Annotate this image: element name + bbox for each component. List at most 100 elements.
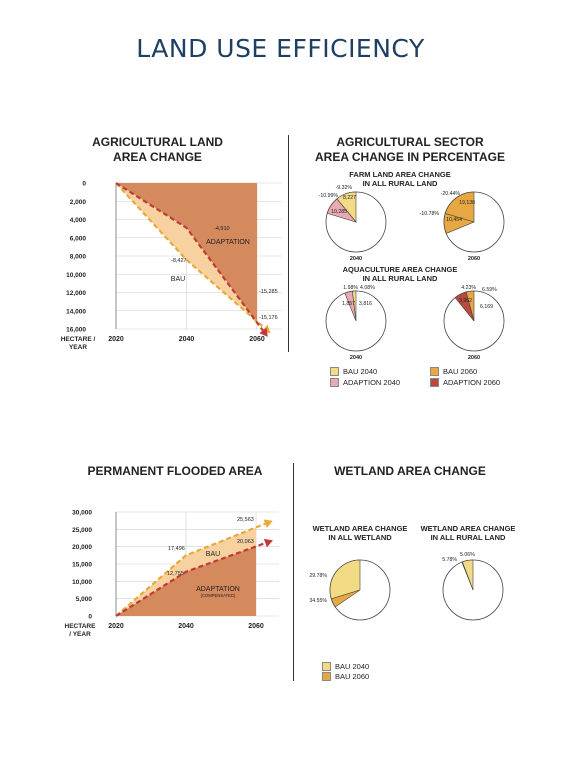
adaptation-line-arrow: [259, 327, 268, 337]
pct-label: 34.55%: [309, 598, 327, 604]
swatch-bau2040: [322, 662, 331, 671]
legend-label: BAU 2060: [335, 672, 370, 681]
y-tick-label: 0: [82, 181, 86, 188]
data-label: -8,427: [171, 258, 187, 264]
legend-label: ADAPTION 2060: [443, 378, 501, 387]
data-label: -15,285: [259, 289, 278, 295]
series-label: BAU: [171, 276, 185, 283]
legend-item: BAU 2040: [322, 662, 422, 671]
pie-slice: [443, 213, 475, 234]
top-divider: [288, 135, 289, 352]
y-tick-label: 2,000: [70, 199, 87, 206]
y-tick-label: 15,000: [72, 562, 92, 569]
series-label: ADAPTATION: [206, 239, 250, 246]
x-tick-label: 2020: [108, 623, 124, 630]
y-tick-label: 4,000: [70, 217, 87, 224]
pie-slice: [330, 589, 361, 608]
data-label: 20,063: [237, 539, 254, 545]
y-tick-label: 12,000: [66, 290, 86, 297]
y-tick-label: 20,000: [72, 544, 92, 551]
value-label: 3,816: [359, 301, 372, 307]
value-label: 3,962: [459, 298, 472, 304]
y-tick-label: 0: [88, 614, 92, 621]
bau-line: [115, 522, 266, 617]
pct-label: 5.06%: [460, 552, 475, 558]
series-label: ADAPTATION: [196, 586, 240, 593]
pie-year-label: 2060: [468, 256, 480, 262]
pie-slice: [344, 290, 357, 322]
value-label: 19,138: [459, 200, 475, 206]
swatch-bau2040: [330, 367, 339, 376]
bottom-divider: [293, 463, 294, 681]
aqua-subtitle: AQUACULTURE AREA CHANGE IN ALL RURAL LAN…: [342, 265, 458, 283]
pct-label: 29.78%: [309, 573, 327, 579]
data-label: 25,563: [237, 517, 254, 523]
page-title: LAND USE EFFICIENCY: [136, 34, 425, 63]
data-label: 12,755: [167, 571, 184, 577]
x-tick-label: 2040: [178, 623, 194, 630]
x-tick-label: 2060: [248, 623, 264, 630]
x-tick-label: 2040: [179, 336, 195, 343]
bau-area: [116, 183, 257, 323]
pct-label: 5.78%: [442, 557, 457, 563]
pct-label: -9.32%: [336, 185, 353, 191]
legend-item: ADAPTION 2040: [330, 378, 430, 387]
swatch-bau2060: [430, 367, 439, 376]
pie-slice: [326, 198, 357, 223]
legend-label: BAU 2040: [343, 367, 378, 376]
x-tick-label: 2020: [108, 336, 124, 343]
pct-label: 6.59%: [482, 287, 497, 293]
pie-slice: [444, 191, 475, 223]
pie-slice: [329, 559, 361, 600]
bau-line: [115, 182, 266, 329]
legend-item: BAU 2060: [430, 367, 530, 376]
legend-item: BAU 2060: [322, 672, 422, 681]
y-tick-label: 25,000: [72, 527, 92, 534]
adaptation-area: [116, 183, 257, 323]
value-label: 10,285: [331, 209, 347, 215]
y-axis-label: / YEAR: [69, 631, 91, 638]
swatch-adapt2060: [430, 378, 439, 387]
pie-slice: [454, 291, 475, 322]
y-tick-label: 16,000: [66, 327, 86, 334]
pct-label: -20.44%: [441, 191, 461, 197]
y-tick-label: 14,000: [66, 308, 86, 315]
legend-item: BAU 2040: [330, 367, 430, 376]
y-axis-label: YEAR: [69, 344, 87, 351]
swatch-adapt2040: [330, 378, 339, 387]
value-label: 10,454: [446, 217, 462, 223]
wetland-legend: BAU 2040 BAU 2060: [322, 662, 422, 681]
pct-label: -10.99%: [319, 193, 339, 199]
legend-label: ADAPTION 2040: [343, 378, 401, 387]
agri-legend: BAU 2040 BAU 2060 ADAPTION 2040 ADAPTION…: [330, 367, 530, 387]
value-label: 6,169: [480, 304, 493, 310]
agri-sector-title: AGRICULTURAL SECTOR AREA CHANGE IN PERCE…: [314, 135, 505, 164]
data-label: 17,496: [168, 546, 185, 552]
value-label: 8,227: [343, 195, 356, 201]
pct-label: -10.78%: [420, 211, 440, 217]
pct-label: 1.98%: [343, 285, 358, 291]
adaptation-line: [115, 542, 266, 617]
series-sublabel: (COMPENSATED): [201, 593, 236, 598]
swatch-bau2060: [322, 672, 331, 681]
y-tick-label: 8,000: [70, 254, 87, 261]
adaptation-line-arrow: [263, 538, 273, 548]
wet-rural-subtitle: WETLAND AREA CHANGE IN ALL RURAL LAND: [420, 524, 516, 542]
y-axis-label: HECTARE /: [61, 336, 96, 343]
legend-label: BAU 2060: [443, 367, 478, 376]
pie-year-label: 2040: [350, 355, 362, 361]
y-tick-label: 10,000: [66, 272, 86, 279]
series-label: BAU: [206, 551, 220, 558]
y-tick-label: 5,000: [76, 596, 93, 603]
adaptation-area: [116, 546, 256, 616]
value-label: 1,857: [342, 301, 355, 307]
y-tick-label: 30,000: [72, 510, 92, 517]
pie-slice: [461, 561, 474, 591]
flood-title: PERMANENT FLOODED AREA: [87, 464, 263, 478]
y-axis-label: HECTARE: [65, 623, 97, 630]
wet-all-subtitle: WETLAND AREA CHANGE IN ALL WETLAND: [312, 524, 408, 542]
legend-item: ADAPTION 2060: [430, 378, 530, 387]
wetland-title: WETLAND AREA CHANGE: [334, 464, 486, 478]
legend-label: BAU 2040: [335, 662, 370, 671]
